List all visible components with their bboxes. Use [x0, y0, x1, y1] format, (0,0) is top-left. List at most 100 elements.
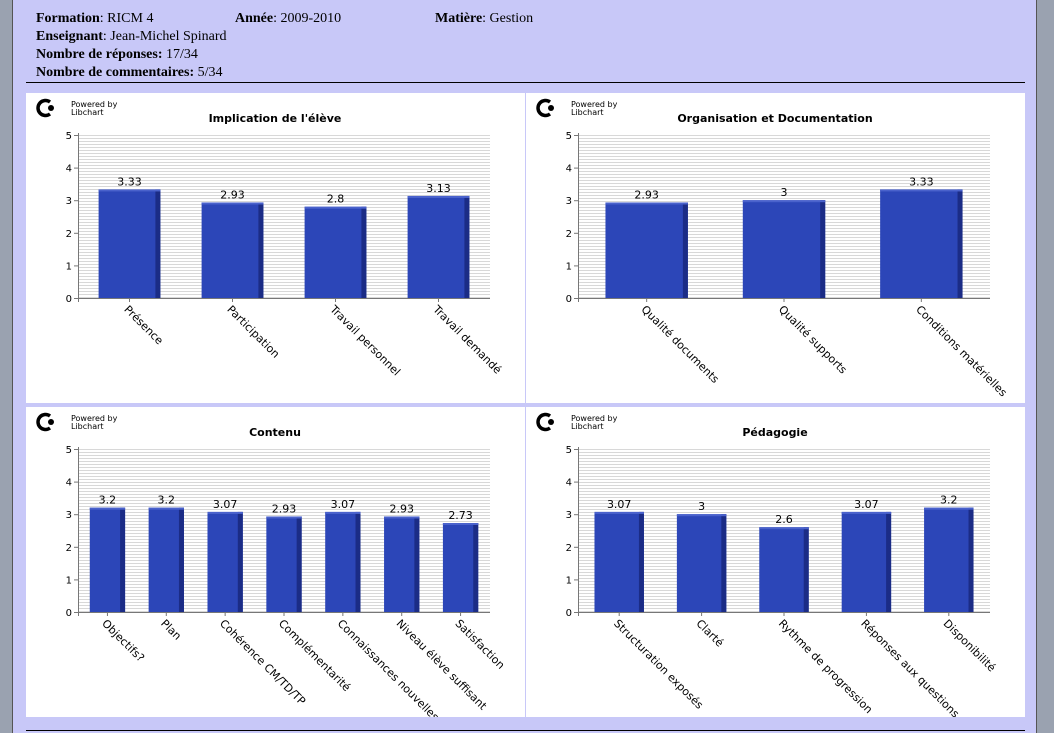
header-divider	[26, 82, 1025, 83]
y-tick-label: 3	[66, 510, 72, 521]
header-row-3: Nombre de réponses: 17/34	[36, 46, 1026, 64]
enseignant-field: Enseignant: Jean-Michel Spinard	[36, 29, 227, 44]
header-row-1: Formation: RICM 4 Année: 2009-2010 Matiè…	[36, 10, 1026, 28]
bar-top	[207, 511, 243, 514]
bar-value-label: 3.2	[940, 494, 958, 507]
bar	[304, 206, 367, 298]
y-tick-label: 0	[566, 294, 572, 305]
y-tick-label: 0	[66, 608, 72, 619]
x-category-label: Travail demandé	[430, 302, 505, 377]
bar-shade	[155, 189, 161, 298]
bar-value-label: 3.07	[607, 498, 632, 511]
report-header: Formation: RICM 4 Année: 2009-2010 Matiè…	[36, 10, 1026, 82]
logo-powered-by: Powered by	[571, 414, 618, 423]
chart-title: Contenu	[249, 426, 301, 439]
bar-value-label: 2.73	[448, 509, 473, 522]
bar-value-label: 2.6	[775, 513, 793, 526]
bar-shade	[721, 514, 727, 612]
bar-body	[201, 202, 264, 298]
bar-shade	[296, 516, 302, 612]
libchart-logo-dot	[548, 105, 554, 111]
x-category-label: Réponses aux questions	[858, 617, 962, 717]
chart-title: Organisation et Documentation	[677, 112, 872, 125]
bar-value-label: 2.93	[272, 502, 297, 515]
y-tick-label: 4	[566, 478, 572, 489]
bar-top	[266, 516, 302, 519]
bar-body	[407, 195, 470, 298]
logo-libchart: Libchart	[571, 108, 604, 117]
bar	[880, 189, 963, 298]
bar-body	[325, 511, 361, 612]
bar-shade	[968, 507, 974, 612]
y-tick-label: 1	[66, 261, 72, 272]
logo-libchart: Libchart	[71, 422, 104, 431]
logo-libchart: Libchart	[71, 108, 104, 117]
bar	[841, 511, 892, 612]
bar-body	[742, 200, 826, 298]
bar-value-label: 3.07	[213, 498, 238, 511]
bar-shade	[820, 200, 826, 298]
chart-title: Pédagogie	[742, 426, 807, 439]
bar-value-label: 3.13	[426, 182, 451, 195]
bar-shade	[638, 511, 644, 612]
bar-body	[442, 523, 479, 612]
bar	[594, 511, 644, 612]
x-category-label: Objectifs?	[99, 617, 147, 665]
bar	[676, 514, 727, 612]
bar-top	[676, 514, 727, 517]
bar-value-label: 3.2	[158, 494, 176, 507]
bar-body	[605, 202, 688, 298]
x-category-label: Qualité documents	[639, 303, 722, 386]
window-scrollbar[interactable]	[1036, 0, 1054, 733]
libchart-logo-icon	[536, 412, 552, 432]
bar-body	[207, 511, 243, 612]
bar-value-label: 2.93	[389, 502, 414, 515]
y-tick-label: 1	[566, 575, 572, 586]
bar-body	[924, 507, 974, 612]
bar-top	[924, 507, 974, 510]
y-tick-label: 1	[66, 575, 72, 586]
bar-top	[605, 202, 688, 205]
bar-top	[384, 516, 420, 519]
y-tick-label: 1	[566, 261, 572, 272]
y-tick-label: 4	[66, 478, 72, 489]
bar-shade	[803, 527, 809, 612]
bar-shade	[473, 523, 479, 612]
bar-top	[841, 511, 892, 514]
bar-top	[201, 202, 264, 205]
commentaires-field: Nombre de commentaires: 5/34	[36, 65, 223, 80]
y-tick-label: 5	[566, 131, 572, 142]
bar-top	[407, 195, 470, 198]
bar-shade	[414, 516, 420, 612]
bar-top	[880, 189, 963, 192]
y-tick-label: 2	[66, 229, 72, 240]
bar	[201, 202, 264, 298]
y-tick-label: 2	[566, 229, 572, 240]
window-left-edge	[0, 0, 13, 733]
bar-body	[148, 507, 184, 612]
formation-field: Formation: RICM 4	[36, 11, 154, 26]
bar-body	[98, 189, 161, 298]
logo-powered-by: Powered by	[71, 414, 118, 423]
bar-shade	[237, 511, 243, 612]
header-row-4: Nombre de commentaires: 5/34	[36, 64, 1026, 82]
bar-value-label: 2.8	[327, 193, 345, 206]
bar-shade	[464, 195, 470, 298]
bar	[759, 527, 809, 612]
bar-value-label: 3.07	[331, 498, 356, 511]
y-tick-label: 4	[566, 164, 572, 175]
libchart-logo-icon	[36, 412, 52, 432]
bar-top	[742, 200, 826, 203]
libchart-logo-dot	[48, 419, 54, 425]
chart-contenu: Powered by Libchart Contenu 0 1 2 3 4 5 3.2 Object…	[26, 407, 525, 717]
logo-powered-by: Powered by	[571, 100, 618, 109]
bar-body	[676, 514, 727, 612]
x-category-label: Connaissances nouvelles	[335, 617, 442, 717]
y-tick-label: 5	[66, 131, 72, 142]
y-tick-label: 3	[566, 510, 572, 521]
